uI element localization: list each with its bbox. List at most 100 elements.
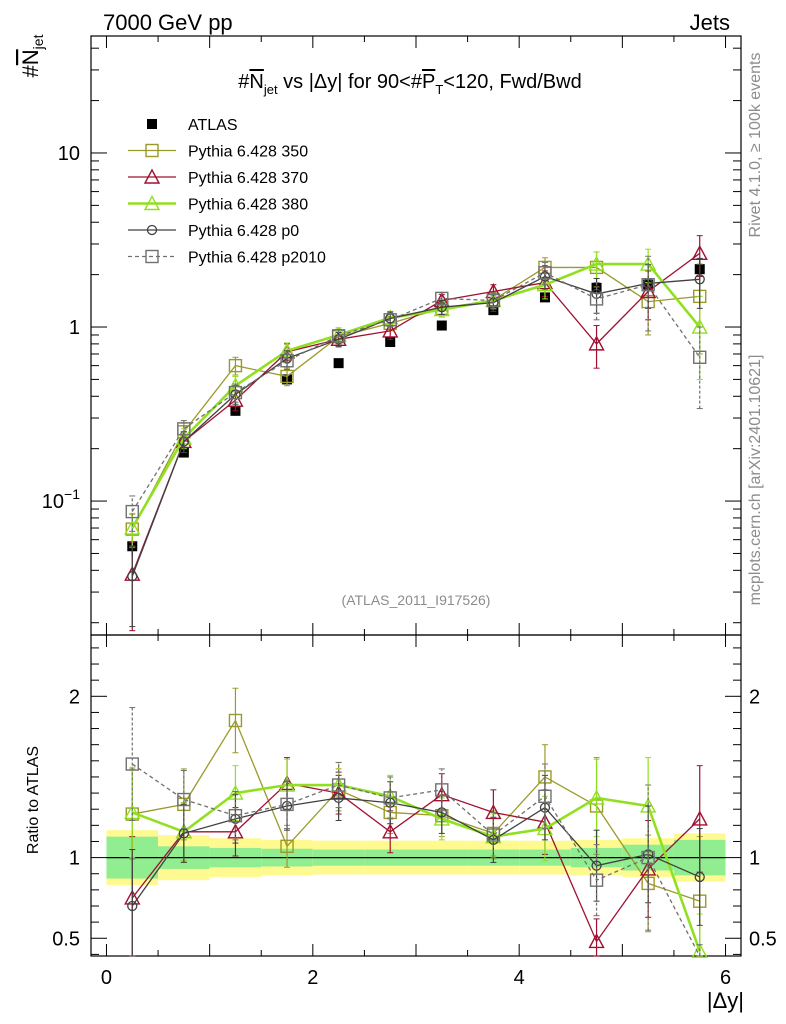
ratio-point: [177, 792, 191, 807]
data-point: [588, 335, 605, 351]
ratio-line: [131, 763, 701, 957]
legend-label: Pythia 6.428 p2010: [188, 250, 326, 267]
series-p370: [124, 235, 708, 632]
ratio-y-tick-label-left: 2: [69, 686, 80, 708]
x-tick-label: 2: [307, 967, 318, 989]
legend-item-p350: Pythia 6.428 350: [128, 144, 308, 161]
ratio-point: [383, 791, 397, 805]
ratio-point: [641, 850, 655, 865]
plot-title: #Njet vs |Δy| for 90<#PT<120, Fwd/Bwd: [238, 71, 581, 97]
data-point: [433, 301, 450, 317]
data-point: [436, 320, 447, 331]
ratio-line: [131, 797, 700, 907]
ratio-point: [127, 900, 138, 912]
data-point: [641, 278, 655, 292]
data-point: [177, 422, 191, 436]
main-ylabel: #Njet: [18, 34, 46, 77]
legend-item-p370: Pythia 6.428 370: [128, 168, 308, 187]
data-point: [331, 329, 346, 343]
data-point: [693, 350, 707, 364]
series-line: [131, 262, 701, 529]
ratio-point: [382, 823, 399, 839]
series-line: [131, 275, 700, 577]
data-point: [486, 293, 501, 308]
ratio-line: [131, 782, 701, 943]
ratio-series-p350: [125, 687, 707, 957]
legend-item-p0: Pythia 6.428 p0: [128, 223, 299, 240]
data-point: [536, 276, 554, 292]
ratio-point: [588, 933, 605, 949]
ratio-point: [125, 757, 139, 771]
ratio-point: [589, 873, 604, 887]
main-series: [124, 235, 708, 632]
ratio-y-tick-label-left: 1: [69, 848, 80, 870]
legend-label: Pythia 6.428 p0: [188, 223, 299, 240]
ratio-point: [228, 808, 243, 823]
ratio-ylabel: Ratio to ATLAS: [25, 746, 42, 854]
ratio-axes: 0 2 4 6 0.5 0.5 1 1 2 2: [52, 634, 777, 989]
data-point: [227, 391, 244, 407]
analysis-watermark: (ATLAS_2011_I917526): [342, 592, 491, 608]
data-point: [280, 369, 294, 384]
ratio-point: [588, 789, 605, 805]
series-p380: [124, 248, 708, 547]
main-y-tick-label: 1: [69, 317, 80, 339]
data-point: [125, 504, 139, 519]
legend-marker: [145, 249, 159, 264]
data-point: [124, 519, 141, 535]
data-point: [280, 354, 294, 368]
mcplots-label: mcplots.cern.ch [arXiv:2401.10621]: [747, 355, 764, 606]
series-line: [131, 266, 700, 530]
legend-marker: [145, 143, 159, 158]
ratio-point: [691, 810, 708, 826]
ratio-uncertainty-bands: [106, 830, 726, 886]
ratio-series-p2010: [125, 707, 703, 957]
legend-marker: [143, 195, 161, 211]
x-tick-label: 4: [514, 967, 525, 989]
legend-marker: [143, 168, 161, 184]
ratio-y-tick-label-right: 1: [749, 848, 760, 870]
ratio-point: [228, 713, 243, 728]
ratio-point: [486, 828, 501, 842]
ratio-y-tick-label-left: 0.5: [52, 928, 80, 950]
ratio-point: [435, 783, 449, 797]
series-line: [131, 252, 701, 575]
data-point: [382, 322, 399, 338]
ratio-y-tick-label-right: 0.5: [749, 928, 777, 950]
rivet-label: Rivet 4.1.0, ≥ 100k events: [747, 53, 764, 238]
process-label: Jets: [690, 10, 730, 35]
ratio-plot-frame: [90, 634, 742, 957]
data-point: [435, 291, 449, 306]
legend-item-p380: Pythia 6.428 380: [128, 195, 308, 214]
legend-marker: [146, 224, 158, 236]
x-tick-label: 6: [720, 967, 731, 989]
ratio-point: [331, 778, 346, 792]
legend-label: Pythia 6.428 370: [188, 170, 308, 187]
data-point: [333, 334, 344, 345]
series-p350: [125, 251, 707, 549]
data-point: [127, 571, 138, 582]
legend-label: Pythia 6.428 380: [188, 197, 308, 214]
ratio-point: [694, 871, 705, 883]
data-point: [694, 274, 705, 285]
data-point: [538, 266, 552, 280]
data-point: [333, 358, 344, 369]
main-y-tick-label: 10−1: [42, 486, 80, 513]
energy-label: 7000 GeV pp: [103, 10, 233, 35]
series-line: [131, 272, 701, 512]
legend-label: Pythia 6.428 350: [188, 144, 308, 161]
series-p2010: [125, 255, 707, 532]
legend-item-atlas: ATLAS: [147, 117, 238, 134]
data-point: [228, 385, 243, 400]
data-point: [228, 358, 243, 373]
data-point: [385, 337, 396, 348]
ratio-y-tick-label-right: 2: [749, 686, 760, 708]
ratio-line: [132, 719, 700, 902]
x-tick-label: 0: [101, 967, 112, 989]
legend: ATLAS Pythia 6.428 350 Pythia 6.428 370 Pyt…: [128, 117, 326, 267]
legend-item-p2010: Pythia 6.428 p2010: [128, 250, 326, 267]
ratio-series: [124, 687, 708, 958]
data-point: [588, 255, 605, 271]
data-point: [589, 292, 604, 306]
